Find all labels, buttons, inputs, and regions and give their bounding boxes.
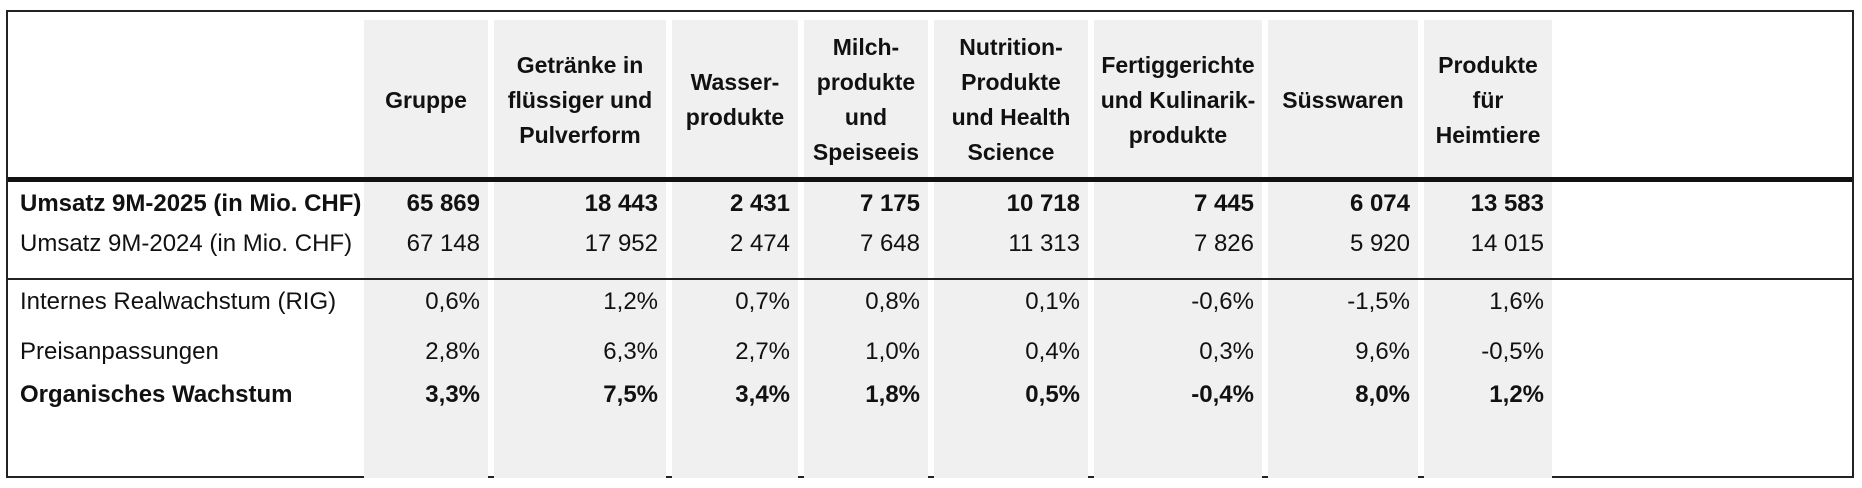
table-cell: 7 648 [859,230,920,257]
table-cell: 2,7% [735,338,790,365]
row-label: Internes Realwachstum (RIG) [20,288,337,315]
table-cell: 65 869 [406,190,480,217]
col-bg-fertig [1094,20,1262,478]
table-cell: 7,5% [603,381,658,408]
header-heimtiere: Produkte für Heimtiere [1435,51,1541,148]
table-cell: 2,8% [425,338,480,365]
col-bg-suesswaren [1268,20,1418,478]
col-bg-heimtiere [1424,20,1552,478]
header-suesswaren: Süsswaren [1282,86,1404,113]
table-cell: 7 826 [1193,230,1254,257]
header-wasserprodukte: Wasser- produkte [685,69,785,130]
table-cell: 5 920 [1349,230,1410,257]
table-cell: 1,2% [603,288,658,315]
table-cell: 1,8% [865,381,920,408]
table-cell: 14 015 [1470,230,1544,257]
table-cell: 1,0% [865,338,920,365]
table-cell: 2 474 [729,230,790,257]
table-cell: 13 583 [1470,190,1544,217]
col-bg-nutrition [934,20,1088,478]
table-cell: 0,5% [1025,381,1080,408]
table-cell: -0,6% [1191,288,1254,315]
table-cell: 8,0% [1355,381,1410,408]
table-cell: 1,6% [1489,288,1544,315]
table-cell: -0,4% [1191,381,1254,408]
table-row: Umsatz 9M-2024 (in Mio. CHF) 67 148 17 952… [8,222,1852,266]
table-cell: 0,3% [1199,338,1254,365]
table-cell: 0,1% [1025,288,1080,315]
table-cell: 67 148 [406,230,480,257]
table-cell: 7 445 [1193,190,1254,217]
table-cell: 10 718 [1006,190,1080,217]
table-cell: 11 313 [1008,230,1080,257]
table-row: Preisanpassungen 2,8% 6,3% 2,7% 1,0% 0,4% 0,3%… [8,330,1852,374]
table-cell: 0,8% [865,288,920,315]
table-cell: 7 175 [859,190,920,217]
table-cell: 18 443 [584,190,658,217]
header-gruppe: Gruppe [385,86,467,113]
row-label: Organisches Wachstum [20,381,293,408]
table-cell: 6,3% [603,338,658,365]
col-bg-wasser [672,20,798,478]
header-fertiggerichte: Fertiggerichte und Kulinarik- produkte [1100,51,1256,148]
table-row: Internes Realwachstum (RIG) 0,6% 1,2% 0,7% 0… [8,280,1852,324]
header-rule [8,177,1852,182]
col-bg-milch [804,20,928,478]
table-cell: 0,6% [425,288,480,315]
table-cell: 0,7% [735,288,790,315]
col-bg-getraenke [494,20,666,478]
table-cell: 3,3% [425,381,480,408]
header-milchprodukte: Milch- produkte und Speiseeis [812,34,920,165]
section-rule [8,278,1852,280]
table-cell: 6 074 [1349,190,1410,217]
sales-table: Gruppe Getränke in flüssiger und Pulverf… [6,10,1854,478]
table-cell: 3,4% [735,381,790,408]
table-row: Organisches Wachstum 3,3% 7,5% 3,4% 1,8% 0,5%… [8,373,1852,417]
row-label: Umsatz 9M-2024 (in Mio. CHF) [20,230,353,257]
table-cell: 9,6% [1355,338,1410,365]
table-row: Umsatz 9M-2025 (in Mio. CHF) 65 869 18 443… [8,182,1852,226]
row-label: Umsatz 9M-2025 (in Mio. CHF) [20,190,362,217]
table-cell: -1,5% [1347,288,1410,315]
row-label: Preisanpassungen [20,338,219,365]
table-cell: -0,5% [1481,338,1544,365]
table-cell: 1,2% [1489,381,1544,408]
table-cell: 17 952 [584,230,658,257]
header-nutrition: Nutrition- Produkte und Health Science [951,34,1071,165]
col-bg-gruppe [364,20,488,478]
table-cell: 2 431 [729,190,790,217]
header-getraenke: Getränke in flüssiger und Pulverform [507,51,653,148]
table-cell: 0,4% [1025,338,1080,365]
